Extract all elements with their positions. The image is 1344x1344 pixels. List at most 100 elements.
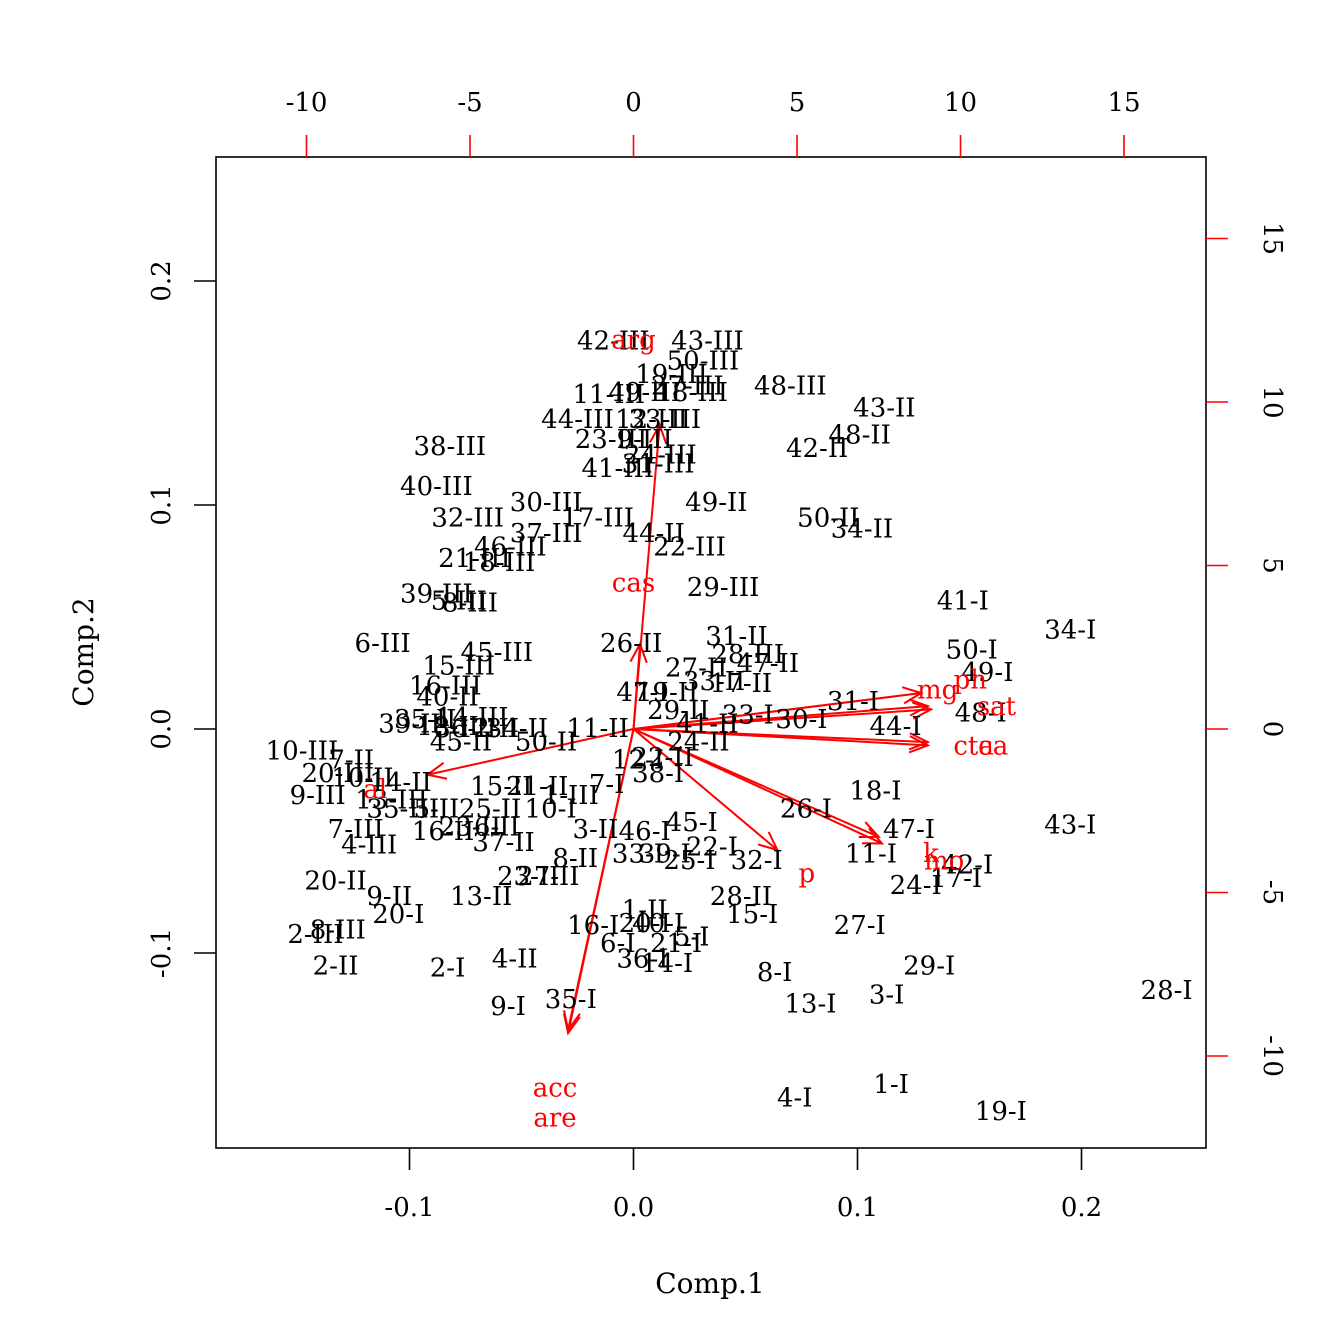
observation-label: 29-III [687, 573, 760, 603]
observation-label: 23-III [575, 425, 648, 455]
observation-label: 42-I [941, 851, 993, 881]
right-tick-label: 15 [1257, 222, 1287, 255]
arrow-head-cas [629, 641, 648, 664]
observation-label: 5-III [431, 586, 487, 616]
observation-label: 7-II [328, 745, 374, 775]
observation-label: 17-II [710, 669, 772, 699]
observation-label: 29-II [647, 696, 709, 726]
arrow-head-al [425, 762, 448, 780]
observation-label: 28-II [710, 882, 772, 912]
observation-label: 44-I [870, 712, 922, 742]
observation-label: 50-III [667, 347, 740, 377]
arrow-head-p [757, 831, 780, 852]
observation-label: 33-I [722, 701, 774, 731]
observation-label: 13-I [784, 990, 836, 1020]
observation-label: 12-III [615, 405, 688, 435]
observation-label: 17-III [561, 503, 634, 533]
observation-label: 6-I [600, 929, 636, 959]
observation-label: 42-II [786, 434, 848, 464]
right-tick-label: -5 [1257, 880, 1287, 905]
observation-label: 43-I [1044, 810, 1096, 840]
observation-label: 3-II [572, 815, 618, 845]
arrow-sat [633, 708, 932, 730]
variable-label-ph: ph [954, 665, 988, 695]
x-tick-label: 0.2 [1061, 1193, 1102, 1223]
observation-label: 19-I [975, 1097, 1027, 1127]
right-tick-label: 0 [1257, 721, 1287, 738]
top-axis: -10 -5 0 5 10 15 [286, 88, 1141, 157]
arrow-cas [632, 643, 642, 730]
observation-label: 43-II [853, 394, 915, 424]
observation-label: 39-II [378, 710, 440, 740]
observation-label: 6-III [355, 629, 411, 659]
variable-label-mo: mo [924, 846, 964, 876]
variable-label-cta: cta [953, 732, 994, 762]
observation-label: 39-III [400, 580, 473, 610]
observation-label: 9-II [366, 882, 412, 912]
bottom-axis: -0.1 0.0 0.1 0.2 [384, 1148, 1102, 1223]
observation-label: 37-III [510, 519, 583, 549]
observation-label: 12-I [612, 745, 664, 775]
observation-label: 5-II [413, 795, 459, 825]
observation-labels: 42-III 43-III50-III19-III27-III11-III49-I… [266, 326, 1193, 1127]
observation-label: 10-II [331, 763, 393, 793]
top-tick-label: 10 [944, 88, 977, 118]
arrow-head-cta [908, 735, 931, 754]
variable-label-cas: cas [612, 568, 655, 598]
arrow-head-sat [911, 701, 934, 720]
observation-label: 20-II [304, 866, 366, 896]
y-tick-label: -0.1 [147, 928, 177, 978]
observation-label: 8-III [310, 916, 366, 946]
top-tick-label: 5 [789, 88, 806, 118]
observation-label: 48-I [955, 698, 1007, 728]
observation-label: 41-I [937, 586, 989, 616]
observation-label: 49-I [961, 658, 1013, 688]
observation-label: 33-I [612, 839, 664, 869]
observation-label: 18-I [849, 777, 901, 807]
observation-label: 33-II [683, 667, 745, 697]
observation-label: 1-II [622, 895, 668, 925]
observation-label: 6-II [474, 813, 520, 843]
arrow-head-arg [649, 422, 668, 445]
observation-label: 38-III [413, 432, 486, 462]
observation-label: 14-III [436, 703, 509, 733]
observation-label: 15-II [470, 772, 532, 802]
x-tick-label: 0.1 [837, 1193, 878, 1223]
arrow-head-ph [908, 698, 931, 717]
variable-label-p: p [798, 859, 815, 889]
arrow-al [427, 728, 634, 776]
observation-label: 14-I [641, 949, 693, 979]
right-axis: -10 -5 0 5 10 15 [1206, 222, 1287, 1077]
variable-label-ca: ca [978, 732, 1008, 762]
arrow-p [632, 728, 779, 851]
observation-label: 1-III [543, 781, 599, 811]
observation-label: 2-II [313, 951, 359, 981]
left-axis: -0.1 0.0 0.1 0.2 [147, 260, 216, 978]
variable-arrows [425, 422, 934, 1036]
observation-label: 31-II [705, 622, 767, 652]
observation-label: 20-III [301, 759, 374, 789]
observation-label: 23-II [439, 813, 501, 843]
x-tick-label: 0.0 [613, 1193, 654, 1223]
observation-label: 40-III [400, 472, 473, 502]
observation-label: 27-II [665, 654, 727, 684]
observation-label: 7-III [328, 815, 384, 845]
top-tick-label: 0 [625, 88, 642, 118]
observation-label: 13-II [450, 882, 512, 912]
observation-label: 25-II [459, 795, 521, 825]
observation-label: 5-I [674, 922, 710, 952]
arrow-head-are [562, 1013, 581, 1036]
observation-label: 3-I [869, 981, 905, 1011]
right-tick-label: -10 [1257, 1035, 1287, 1077]
observation-label: 28-III [711, 640, 784, 670]
observation-label: 8-II [552, 844, 598, 874]
observation-label: 9-III [290, 781, 346, 811]
observation-label: 1-I [873, 1070, 909, 1100]
observation-label: 21-I [650, 929, 702, 959]
observation-label: 31-III [622, 450, 695, 480]
observation-label: 42-III [577, 326, 650, 356]
observation-label: 4-III [341, 830, 397, 860]
arrow-are [567, 728, 635, 1034]
observation-label: 9-I [490, 992, 526, 1022]
